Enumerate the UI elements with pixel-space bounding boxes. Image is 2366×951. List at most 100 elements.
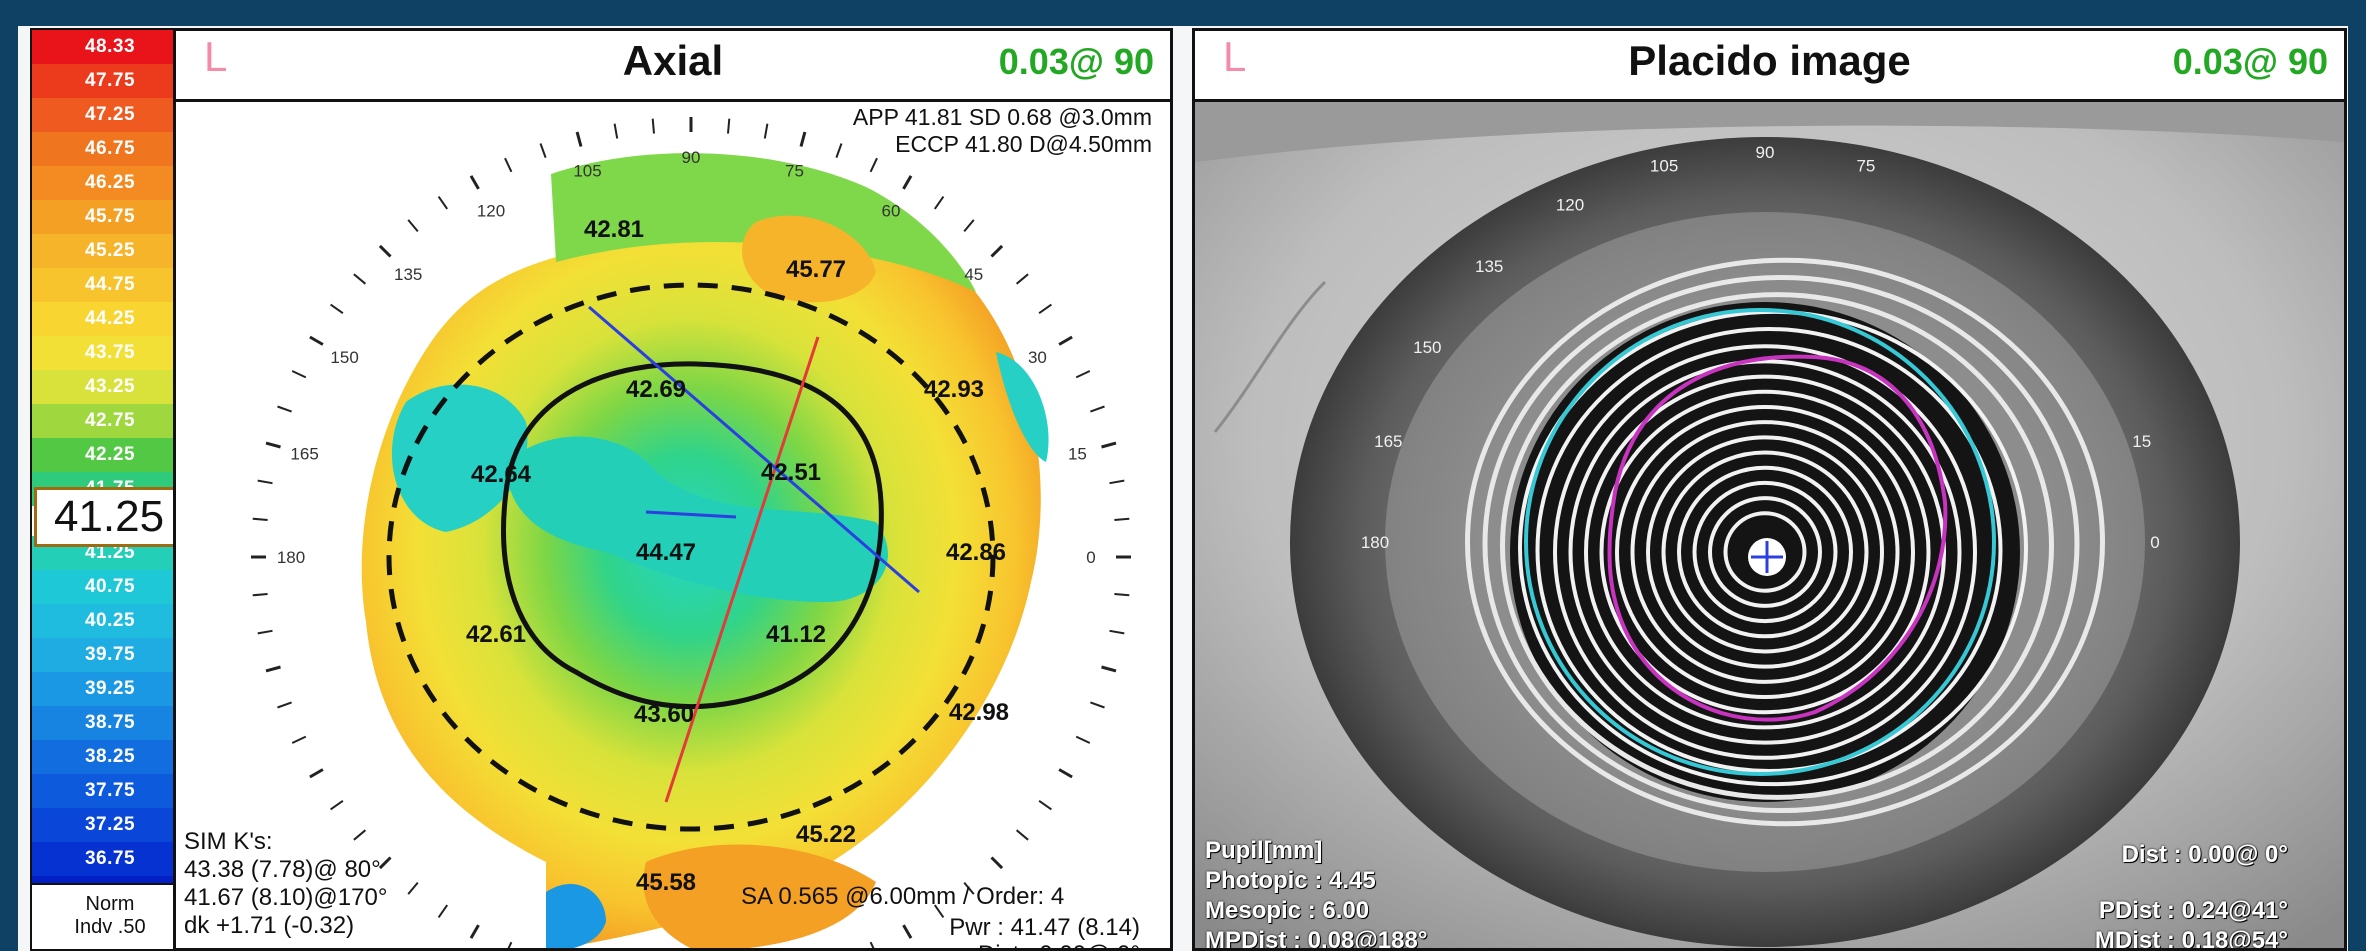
placido-title[interactable]: Placido image	[1628, 37, 1911, 84]
scale-step: 45.25	[32, 234, 188, 268]
placido-ring	[1723, 511, 1807, 593]
map-value-v9: 42.61	[466, 621, 526, 648]
scale-step: 45.75	[32, 200, 188, 234]
angle-label: 90	[682, 148, 701, 167]
angle-tick	[575, 131, 583, 147]
angle-tick	[252, 593, 268, 597]
map-value-v13: 45.22	[796, 821, 856, 848]
angle-tick	[504, 157, 513, 173]
map-value-v12: 42.98	[949, 699, 1009, 726]
axial-title[interactable]: Axial	[622, 37, 724, 84]
placido-ring	[1630, 420, 1900, 684]
eye-indicator: L	[1223, 33, 1247, 80]
angle-tick	[1058, 335, 1073, 346]
color-scale-footer[interactable]: Norm Indv .50	[32, 883, 188, 949]
map-value-v2: 45.77	[786, 256, 846, 283]
angle-tick	[933, 196, 945, 210]
eyelid-upper-shadow	[1195, 102, 2344, 162]
angle-tick	[407, 881, 419, 895]
angle-tick	[799, 131, 807, 147]
cyan-region-right	[996, 352, 1049, 462]
axial-map-canvas[interactable]: 42.81 45.77 42.69 42.93 42.64 42.51 44.47 42.86…	[176, 102, 1170, 951]
angle-tick	[1038, 303, 1052, 315]
angle-tick	[1058, 768, 1073, 779]
scale-step: 42.75	[32, 404, 188, 438]
placido-ring	[1535, 327, 2003, 773]
angle-tick	[1075, 735, 1091, 744]
contour-inner	[501, 361, 884, 710]
angle-label: 120	[477, 202, 505, 221]
cyan-region-center	[506, 436, 888, 602]
placido-ring	[1661, 450, 1869, 654]
angle-tick	[990, 244, 1004, 258]
scale-step: 48.33	[32, 30, 188, 64]
scale-step: 46.25	[32, 166, 188, 200]
angle-tick	[1114, 593, 1130, 597]
sim-k-steep: 43.38 (7.78)@ 80°	[184, 856, 381, 883]
angle-tick	[963, 881, 975, 895]
topography-report: 48.33 47.75 47.25 46.75 46.25 45.75 45.25 44.75…	[18, 26, 2348, 951]
sim-k-flat: 41.67 (8.10)@170°	[184, 884, 388, 911]
map-value-v1: 42.81	[584, 216, 644, 243]
angle-tick	[902, 924, 913, 939]
placido-image-area[interactable]: 90 105 75 120 135 150 165 180 15 0 Pupil[mm] Phot…	[1195, 102, 2344, 948]
placido-ring	[1615, 404, 1915, 700]
map-value-v14: 45.58	[636, 869, 696, 896]
axial-map-area[interactable]: 42.81 45.77 42.69 42.93 42.64 42.51 44.47 42.86…	[176, 102, 1170, 948]
angle-tick	[277, 701, 292, 709]
map-value-v8: 42.86	[946, 539, 1006, 566]
angle-label: 150	[330, 348, 358, 367]
angle-tick	[309, 335, 324, 346]
mpdist-value: MPDist : 0.08@188°	[1205, 927, 1428, 951]
angle-tick	[265, 441, 281, 449]
angle-tick	[257, 479, 273, 485]
placido-angle-label: 105	[1650, 156, 1678, 175]
scale-step-label: Indv .50	[74, 916, 146, 938]
scale-step: 39.25	[32, 672, 188, 706]
placido-title-bar: L Placido image 0.03@ 90	[1195, 31, 2344, 102]
angle-tick	[963, 219, 975, 233]
angle-label: 135	[394, 265, 422, 284]
scale-step: 47.75	[32, 64, 188, 98]
placido-angle-label: 120	[1556, 195, 1584, 214]
scale-step: 36.75	[32, 842, 188, 876]
angle-tick	[330, 799, 344, 811]
scale-step: 44.25	[32, 302, 188, 336]
angle-tick	[835, 143, 843, 158]
angle-tick	[613, 123, 619, 139]
angle-label: 45	[964, 265, 983, 284]
angle-label: 30	[1028, 348, 1047, 367]
power-dist-block: Pwr : 41.47 (8.14) Dist : 0.00@ 0°	[949, 914, 1140, 948]
axial-map-panel: L Axial 0.03@ 90	[173, 28, 1173, 951]
axial-title-bar: L Axial 0.03@ 90	[176, 31, 1170, 102]
scale-step: 46.75	[32, 132, 188, 166]
color-scale-current-value[interactable]: 41.25	[34, 487, 184, 547]
placido-angle-label: 15	[2132, 432, 2151, 451]
placido-angle-label: 75	[1856, 156, 1875, 175]
angle-tick	[257, 629, 273, 635]
angle-tick	[539, 143, 547, 158]
scale-step: 43.75	[32, 336, 188, 370]
mdist-value: MDist : 0.18@54°	[2094, 927, 2288, 951]
map-value-labels: 42.81 45.77 42.69 42.93 42.64 42.51 44.47 42.86…	[466, 216, 1009, 896]
angle-tick	[1015, 829, 1029, 841]
contour-outer-dashed	[386, 282, 996, 832]
map-value-v5: 42.64	[471, 461, 532, 488]
placido-angle-label: 165	[1374, 432, 1402, 451]
angle-tick	[353, 273, 367, 285]
placido-angle-label: 150	[1413, 338, 1441, 357]
angle-tick	[1038, 799, 1052, 811]
angle-tick	[330, 303, 344, 315]
placido-ring	[1465, 257, 2105, 827]
angle-tick	[1015, 273, 1029, 285]
flat-axis-line-2	[645, 510, 737, 519]
placido-ring	[1692, 480, 1838, 624]
eccp-line: ECCP 41.80 D@4.50mm	[895, 131, 1152, 157]
angle-tick	[1075, 370, 1091, 379]
angle-tick	[469, 175, 480, 190]
angle-label: 75	[785, 162, 804, 181]
orange-region-top	[742, 215, 876, 303]
cyan-region-left	[391, 384, 528, 532]
